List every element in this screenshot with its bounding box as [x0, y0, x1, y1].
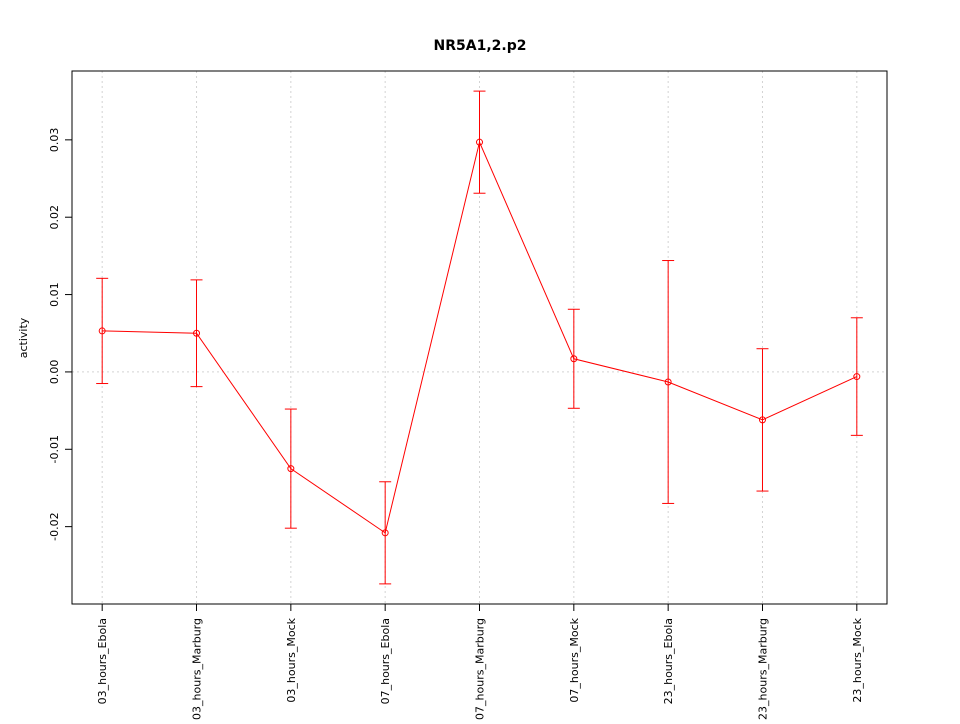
x-tick-label: 03_hours_Marburg — [191, 618, 204, 720]
x-tick-label: 23_hours_Marburg — [756, 618, 769, 720]
y-axis-label: activity — [17, 317, 30, 358]
y-tick-label: 0.00 — [48, 360, 61, 385]
data-point — [664, 378, 672, 386]
data-point — [853, 373, 861, 381]
data-point — [98, 327, 106, 335]
plot-frame — [71, 70, 888, 605]
data-point — [381, 529, 389, 537]
data-point — [193, 329, 201, 337]
y-tick-label: 0.02 — [48, 205, 61, 230]
data-point — [476, 138, 483, 146]
x-tick-label: 03_hours_Ebola — [96, 618, 109, 704]
x-tick-label: 23_hours_Ebola — [662, 618, 675, 704]
data-point — [287, 465, 295, 473]
x-tick-label: 03_hours_Mock — [285, 617, 298, 702]
x-tick-label: 07_hours_Ebola — [379, 618, 392, 704]
y-tick-label: -0.02 — [48, 512, 61, 540]
data-point — [758, 416, 766, 424]
y-tick-label: -0.01 — [48, 435, 61, 463]
x-tick-label: 23_hours_Mock — [851, 617, 864, 702]
x-tick-label: 07_hours_Mock — [568, 617, 581, 702]
chart-title: NR5A1,2.p2 — [434, 38, 527, 54]
data-point — [570, 355, 578, 363]
y-tick-label: 0.01 — [48, 282, 61, 307]
x-tick-label: 07_hours_Marburg — [474, 618, 487, 720]
y-tick-label: 0.03 — [48, 128, 61, 153]
